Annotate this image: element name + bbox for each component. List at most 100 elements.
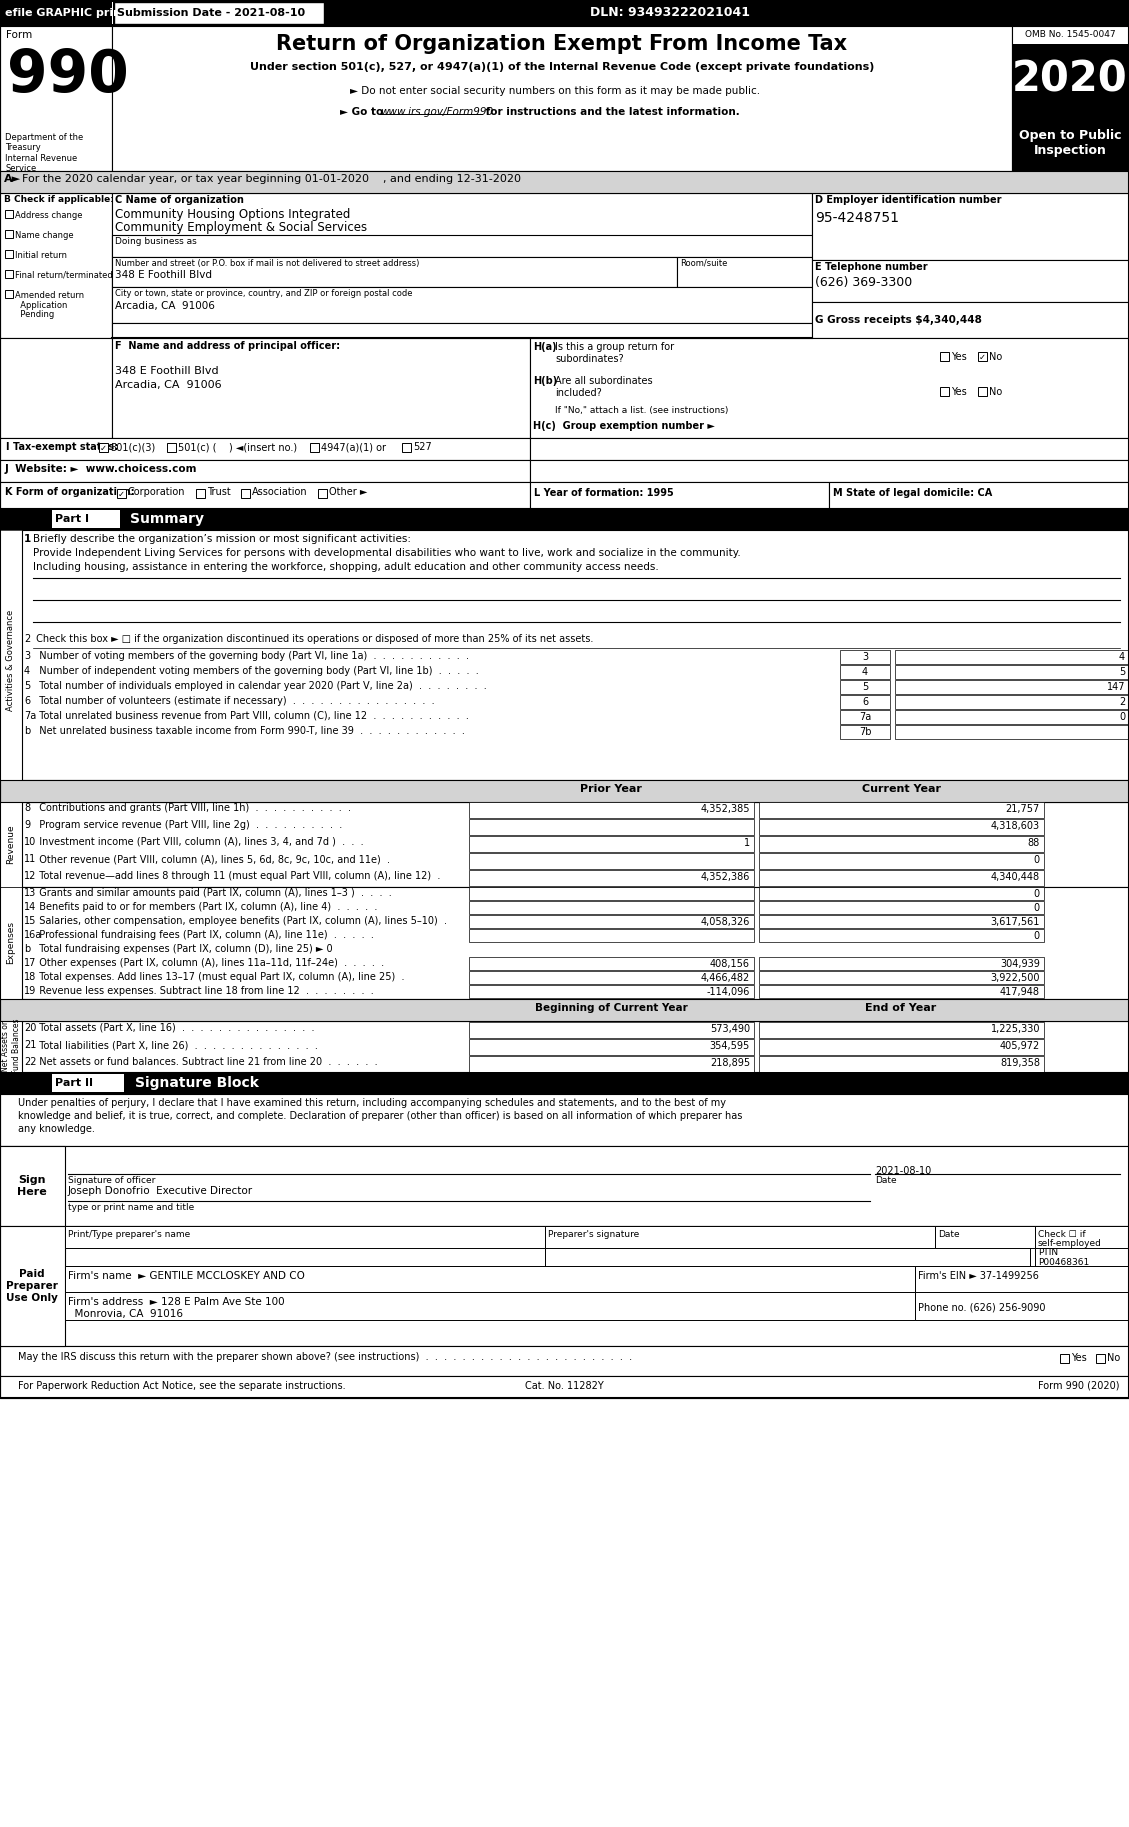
Text: 405,972: 405,972 xyxy=(1000,1041,1040,1051)
Text: Corporation: Corporation xyxy=(128,488,185,497)
Bar xyxy=(112,287,812,323)
Bar xyxy=(469,915,754,928)
Bar xyxy=(469,818,754,835)
Text: Briefly describe the organization’s mission or most significant activities:: Briefly describe the organization’s miss… xyxy=(33,533,411,544)
Text: 1,225,330: 1,225,330 xyxy=(990,1023,1040,1034)
Text: Expenses: Expenses xyxy=(7,921,16,965)
Bar xyxy=(940,387,949,396)
Text: Address change: Address change xyxy=(15,210,82,219)
Bar xyxy=(1035,1226,1129,1248)
Text: 5: 5 xyxy=(1119,667,1124,678)
Bar xyxy=(0,26,1129,172)
Text: Name change: Name change xyxy=(15,230,73,239)
Text: b: b xyxy=(24,725,30,736)
Text: Arcadia, CA  91006: Arcadia, CA 91006 xyxy=(115,380,221,389)
Text: 304,939: 304,939 xyxy=(1000,959,1040,968)
Text: 7a: 7a xyxy=(24,711,36,722)
Text: 501(c) (    ) ◄(insert no.): 501(c) ( ) ◄(insert no.) xyxy=(178,442,297,451)
Text: 17: 17 xyxy=(24,957,36,968)
Text: K Form of organization:: K Form of organization: xyxy=(5,488,134,497)
Text: 12: 12 xyxy=(24,871,36,881)
Text: OMB No. 1545-0047: OMB No. 1545-0047 xyxy=(1025,29,1115,38)
Text: Doing business as: Doing business as xyxy=(115,238,196,247)
Bar xyxy=(0,194,112,338)
Text: Final return/terminated: Final return/terminated xyxy=(15,270,113,280)
Text: 501(c)(3): 501(c)(3) xyxy=(110,442,156,451)
Bar xyxy=(759,837,1044,851)
Text: 6: 6 xyxy=(24,696,30,705)
Text: Contributions and grants (Part VIII, line 1h)  .  .  .  .  .  .  .  .  .  .  .: Contributions and grants (Part VIII, lin… xyxy=(33,804,351,813)
Text: Part II: Part II xyxy=(55,1078,93,1089)
Text: 4,058,326: 4,058,326 xyxy=(701,917,750,926)
Text: (626) 369-3300: (626) 369-3300 xyxy=(815,276,912,289)
Bar xyxy=(812,259,1129,301)
Bar xyxy=(310,442,320,451)
Bar xyxy=(0,1346,1129,1376)
Text: Total liabilities (Part X, line 26)  .  .  .  .  .  .  .  .  .  .  .  .  .  .: Total liabilities (Part X, line 26) . . … xyxy=(33,1040,318,1051)
Bar xyxy=(812,301,1129,338)
Bar xyxy=(1096,1354,1105,1363)
Text: any knowledge.: any knowledge. xyxy=(18,1124,95,1135)
Bar xyxy=(895,650,1129,663)
Text: Investment income (Part VIII, column (A), lines 3, 4, and 7d )  .  .  .: Investment income (Part VIII, column (A)… xyxy=(33,837,364,848)
Bar xyxy=(469,928,754,943)
Bar xyxy=(240,490,250,499)
Text: Joseph Donofrio  Executive Director: Joseph Donofrio Executive Director xyxy=(68,1186,253,1197)
Text: Yes: Yes xyxy=(951,353,966,362)
Text: Firm's name  ► GENTILE MCCLOSKEY AND CO: Firm's name ► GENTILE MCCLOSKEY AND CO xyxy=(68,1272,305,1281)
Bar xyxy=(52,1074,124,1093)
Text: 18: 18 xyxy=(24,972,36,981)
Text: 7b: 7b xyxy=(859,727,872,736)
Text: No: No xyxy=(989,353,1003,362)
Text: Return of Organization Exempt From Income Tax: Return of Organization Exempt From Incom… xyxy=(277,35,848,55)
Text: No: No xyxy=(1108,1354,1120,1363)
Bar xyxy=(65,1292,914,1319)
Text: 4: 4 xyxy=(1119,652,1124,661)
Bar xyxy=(545,1226,1030,1266)
Text: Other ►: Other ► xyxy=(329,488,367,497)
Text: Salaries, other compensation, employee benefits (Part IX, column (A), lines 5–10: Salaries, other compensation, employee b… xyxy=(33,915,447,926)
Bar xyxy=(0,886,21,999)
Text: Under penalties of perjury, I declare that I have examined this return, includin: Under penalties of perjury, I declare th… xyxy=(18,1098,726,1107)
Text: J  Website: ►  www.choicess.com: J Website: ► www.choicess.com xyxy=(5,464,198,473)
Text: 3,617,561: 3,617,561 xyxy=(990,917,1040,926)
Bar xyxy=(0,1376,1129,1398)
Text: 4947(a)(1) or: 4947(a)(1) or xyxy=(321,442,386,451)
Bar xyxy=(914,1266,1129,1292)
Text: knowledge and belief, it is true, correct, and complete. Declaration of preparer: knowledge and belief, it is true, correc… xyxy=(18,1111,743,1122)
Text: 7a: 7a xyxy=(859,713,872,722)
Text: 417,948: 417,948 xyxy=(1000,987,1040,998)
Bar xyxy=(0,802,21,886)
Bar xyxy=(895,665,1129,680)
Text: 9: 9 xyxy=(24,820,30,829)
Text: 348 E Foothill Blvd: 348 E Foothill Blvd xyxy=(115,365,219,376)
Bar xyxy=(5,250,14,258)
Bar xyxy=(318,490,327,499)
Text: Check ☐ if: Check ☐ if xyxy=(1038,1230,1086,1239)
Bar xyxy=(530,460,1129,482)
Text: 16a: 16a xyxy=(24,930,42,941)
Text: type or print name and title: type or print name and title xyxy=(68,1202,194,1211)
Text: Form 990 (2020): Form 990 (2020) xyxy=(1039,1381,1120,1390)
Bar xyxy=(469,870,754,886)
Text: 4: 4 xyxy=(861,667,868,678)
Text: Community Housing Options Integrated: Community Housing Options Integrated xyxy=(115,208,350,221)
Text: Beginning of Current Year: Beginning of Current Year xyxy=(535,1003,688,1012)
Text: 6: 6 xyxy=(861,696,868,707)
Bar xyxy=(840,694,890,709)
Bar xyxy=(0,482,530,508)
Bar xyxy=(0,1094,1129,1146)
Bar xyxy=(402,442,411,451)
Bar xyxy=(469,985,754,998)
Text: 354,595: 354,595 xyxy=(710,1041,750,1051)
Bar xyxy=(1060,1354,1069,1363)
Bar xyxy=(0,26,112,172)
Bar xyxy=(469,901,754,914)
Bar xyxy=(469,1040,754,1054)
Text: 1: 1 xyxy=(744,839,750,848)
Text: DLN: 93493222021041: DLN: 93493222021041 xyxy=(590,7,750,20)
Bar xyxy=(895,711,1129,723)
Text: Paid
Preparer
Use Only: Paid Preparer Use Only xyxy=(6,1270,58,1303)
Text: Application: Application xyxy=(15,301,68,311)
Text: 0: 0 xyxy=(1034,855,1040,864)
